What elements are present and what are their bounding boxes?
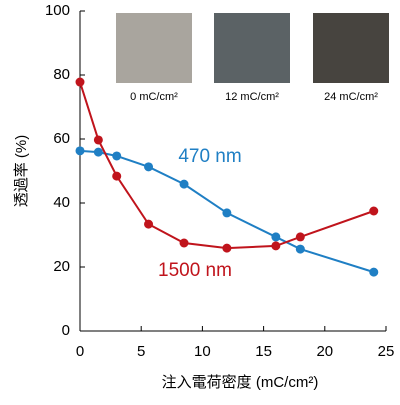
data-point — [144, 162, 154, 172]
x-tick-label: 25 — [378, 343, 395, 360]
data-point — [179, 238, 189, 248]
data-point — [369, 206, 379, 216]
y-tick-label: 100 — [45, 2, 70, 19]
y-tick-label: 80 — [53, 66, 70, 83]
y-axis-label: 透過率 (%) — [13, 135, 30, 208]
data-point — [369, 267, 379, 277]
x-tick-label: 0 — [76, 343, 84, 360]
x-axis-label: 注入電荷密度 (mC/cm²) — [162, 374, 319, 391]
y-tick-label: 40 — [53, 194, 70, 211]
photo — [214, 13, 290, 83]
photo-caption: 24 mC/cm² — [324, 91, 378, 103]
data-point — [75, 146, 85, 156]
data-point — [93, 147, 103, 157]
data-point — [112, 151, 122, 161]
data-point — [222, 243, 232, 253]
series-label: 1500 nm — [158, 260, 232, 281]
x-tick-label: 10 — [194, 343, 211, 360]
photo — [313, 13, 389, 83]
x-tick-label: 5 — [137, 343, 145, 360]
data-point — [295, 232, 305, 242]
photo-caption: 0 mC/cm² — [130, 91, 178, 103]
data-point — [222, 208, 232, 218]
y-tick-label: 0 — [62, 322, 70, 339]
data-point — [144, 219, 154, 229]
photo-caption: 12 mC/cm² — [225, 91, 279, 103]
x-tick-label: 15 — [255, 343, 272, 360]
photo — [116, 13, 192, 83]
data-point — [179, 179, 189, 189]
data-point — [93, 135, 103, 145]
data-point — [112, 171, 122, 181]
data-point — [75, 77, 85, 87]
x-tick-label: 20 — [316, 343, 333, 360]
data-point — [271, 241, 281, 251]
y-tick-label: 60 — [53, 130, 70, 147]
data-point — [295, 244, 305, 254]
y-tick-label: 20 — [53, 258, 70, 275]
series-label: 470 nm — [178, 146, 241, 167]
data-point — [271, 232, 281, 242]
